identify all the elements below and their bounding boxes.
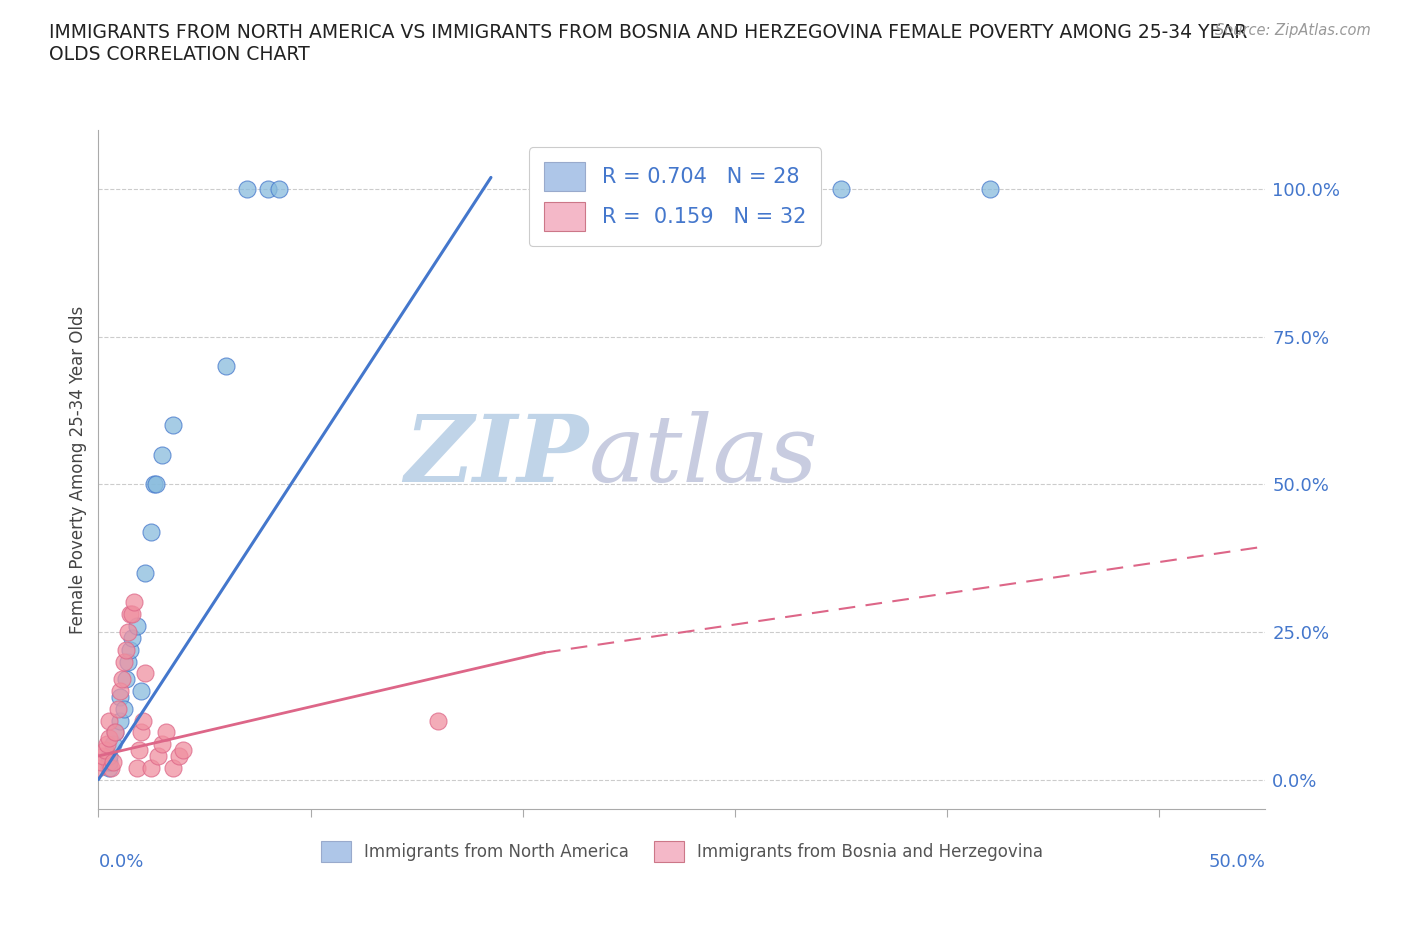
Point: [108, 713, 131, 728]
Point: [145, 477, 167, 492]
Point: [121, 607, 143, 622]
Point: [426, 713, 449, 728]
Point: [162, 761, 184, 776]
Point: [146, 749, 169, 764]
Point: [150, 737, 173, 751]
Point: [128, 743, 150, 758]
Point: [124, 595, 146, 610]
Point: [830, 181, 852, 196]
Point: [103, 754, 125, 769]
Point: [141, 525, 163, 539]
Point: [103, 737, 125, 751]
Point: [108, 689, 131, 704]
Point: [91, 749, 114, 764]
Point: [98, 731, 121, 746]
Point: [172, 743, 194, 758]
Point: [111, 671, 134, 686]
Point: [132, 713, 155, 728]
Point: [167, 749, 190, 764]
Point: [104, 724, 127, 739]
Point: [121, 631, 143, 645]
Text: atlas: atlas: [589, 411, 818, 501]
Point: [267, 181, 290, 196]
Point: [98, 749, 121, 764]
Text: 0.0%: 0.0%: [98, 853, 143, 871]
Point: [87, 761, 110, 776]
Point: [112, 654, 135, 669]
Point: [104, 724, 127, 739]
Point: [236, 181, 259, 196]
Point: [129, 684, 152, 698]
Point: [155, 724, 177, 739]
Point: [107, 701, 129, 716]
Point: [94, 743, 117, 758]
Point: [98, 761, 121, 776]
Point: [108, 684, 131, 698]
Point: [134, 565, 156, 580]
Point: [125, 618, 148, 633]
Point: [979, 181, 1001, 196]
Text: 50.0%: 50.0%: [1209, 853, 1265, 871]
Point: [115, 643, 138, 658]
Point: [115, 671, 138, 686]
Point: [141, 761, 163, 776]
Point: [100, 761, 122, 776]
Text: IMMIGRANTS FROM NORTH AMERICA VS IMMIGRANTS FROM BOSNIA AND HERZEGOVINA FEMALE P: IMMIGRANTS FROM NORTH AMERICA VS IMMIGRA…: [49, 23, 1247, 64]
Point: [120, 643, 142, 658]
Point: [162, 418, 184, 432]
Point: [98, 754, 121, 769]
Point: [129, 724, 152, 739]
Point: [215, 359, 238, 374]
Point: [257, 181, 280, 196]
Text: Source: ZipAtlas.com: Source: ZipAtlas.com: [1215, 23, 1371, 38]
Point: [117, 625, 139, 640]
Point: [98, 713, 121, 728]
Point: [96, 737, 118, 751]
Point: [120, 607, 142, 622]
Point: [90, 754, 112, 769]
Point: [142, 477, 165, 492]
Point: [134, 666, 156, 681]
Legend: Immigrants from North America, Immigrants from Bosnia and Herzegovina: Immigrants from North America, Immigrant…: [314, 834, 1050, 869]
Point: [112, 701, 135, 716]
Y-axis label: Female Poverty Among 25-34 Year Olds: Female Poverty Among 25-34 Year Olds: [69, 306, 87, 633]
Point: [150, 447, 173, 462]
Point: [125, 761, 148, 776]
Point: [117, 654, 139, 669]
Text: ZIP: ZIP: [405, 411, 589, 501]
